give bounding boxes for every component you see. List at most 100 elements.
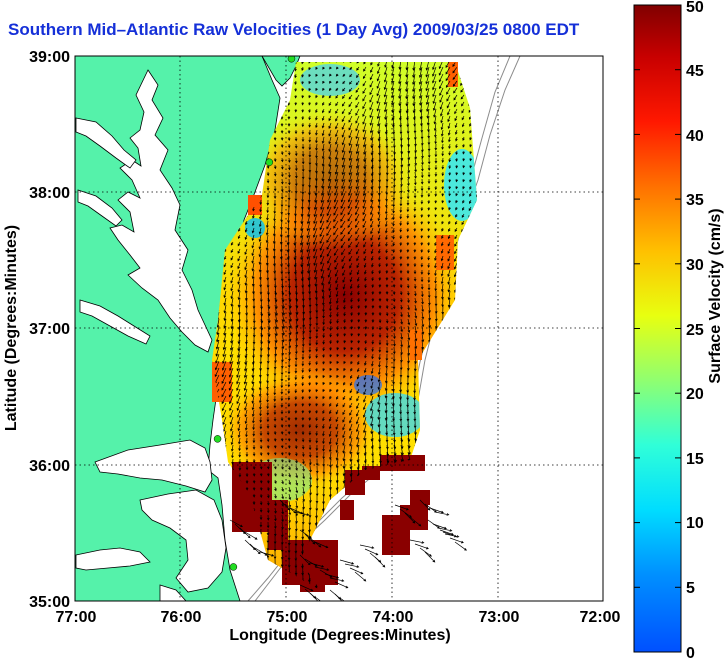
velocity-arrow [340,220,346,229]
velocity-arrow [448,178,452,183]
velocity-arrow [237,290,241,301]
velocity-arrow [244,262,248,271]
colorbar-tick-label: 50 [686,0,704,16]
velocity-arrow [287,388,291,395]
velocity-arrow [265,234,269,244]
velocity-arrow [237,241,241,247]
velocity-arrow [231,458,235,465]
velocity-arrow [364,304,368,309]
velocity-arrow [453,87,458,94]
velocity-arrow [229,339,234,351]
velocity-arrow [343,318,347,324]
velocity-arrow [348,94,353,100]
velocity-arrow [299,241,304,253]
velocity-arrow [347,213,353,222]
velocity-arrow [329,360,332,365]
velocity-arrow [280,528,284,538]
velocity-arrow [222,416,227,426]
velocity-arrow [328,290,332,299]
velocity-arrow [280,381,284,389]
velocity-arrow [355,220,360,228]
velocity-arrow [300,213,304,225]
velocity-arrow [300,255,304,268]
velocity-arrow [334,164,339,175]
velocity-arrow [440,255,444,262]
velocity-arrow [342,62,346,63]
velocity-arrow [328,136,332,145]
velocity-arrow [356,276,360,282]
velocity-arrow [258,227,262,235]
velocity-arrow [392,234,396,240]
velocity-arrow [355,164,360,176]
velocity-arrow [252,500,256,505]
velocity-arrow [322,353,326,358]
velocity-arrow [280,143,284,148]
velocity-arrow [281,318,285,330]
velocity-arrow [377,213,381,222]
james-river [79,299,151,345]
velocity-arrow [447,115,451,123]
velocity-arrow [280,367,284,376]
velocity-arrow [328,283,332,292]
velocity-arrow [335,115,339,122]
velocity-arrow [461,213,465,218]
velocity-arrow [274,493,277,499]
velocity-arrow [249,543,261,555]
velocity-arrow [308,150,312,158]
velocity-arrow [301,108,305,113]
velocity-arrow [399,220,403,226]
velocity-arrow [441,164,445,170]
velocity-arrow [432,87,437,98]
velocity-arrow [273,437,277,442]
velocity-arrow [295,339,298,348]
velocity-arrow [281,521,284,530]
velocity-arrow [287,192,291,201]
velocity-arrow [400,332,404,340]
velocity-arrow [287,115,291,120]
colorbar-tick-label: 20 [686,386,704,403]
velocity-arrow [399,269,403,274]
velocity-arrow [399,199,403,207]
velocity-arrow [414,311,418,319]
velocity-arrow [221,367,227,378]
velocity-arrow [425,94,430,106]
velocity-arrow [363,255,367,262]
velocity-arrow [329,304,332,312]
velocity-arrow [384,220,388,228]
velocity-arrow [342,416,346,423]
velocity-arrow [315,423,319,429]
velocity-arrow [328,409,332,415]
velocity-arrow [273,178,277,184]
velocity-arrow [258,395,262,404]
velocity-arrow [335,276,339,284]
colorbar [633,4,682,653]
velocity-arrow [322,311,326,319]
velocity-arrow [357,283,360,289]
velocity-arrow [385,227,388,234]
velocity-arrow [295,311,299,322]
velocity-arrow [302,486,306,495]
velocity-arrow [273,164,277,170]
velocity-arrow [377,206,381,215]
velocity-arrow [363,171,367,184]
velocity-arrow [364,283,367,289]
velocity-arrow [439,94,444,103]
velocity-core [220,370,380,490]
velocity-arrow [314,269,318,280]
velocity-arrow [333,248,339,256]
velocity-arrow [287,395,291,401]
velocity-arrow [400,451,405,463]
velocity-arrow [340,206,346,216]
velocity-arrow [448,157,452,163]
velocity-arrow [274,332,278,344]
velocity-arrow [244,360,248,372]
velocity-arrow [398,62,402,70]
velocity-arrow [335,437,339,446]
velocity-arrow [362,220,367,228]
velocity-arrow [349,388,353,394]
velocity-arrow [339,597,345,601]
velocity-arrow [301,80,304,85]
velocity-arrow [333,192,339,203]
velocity-arrow [306,241,311,253]
velocity-arrow [230,269,234,276]
